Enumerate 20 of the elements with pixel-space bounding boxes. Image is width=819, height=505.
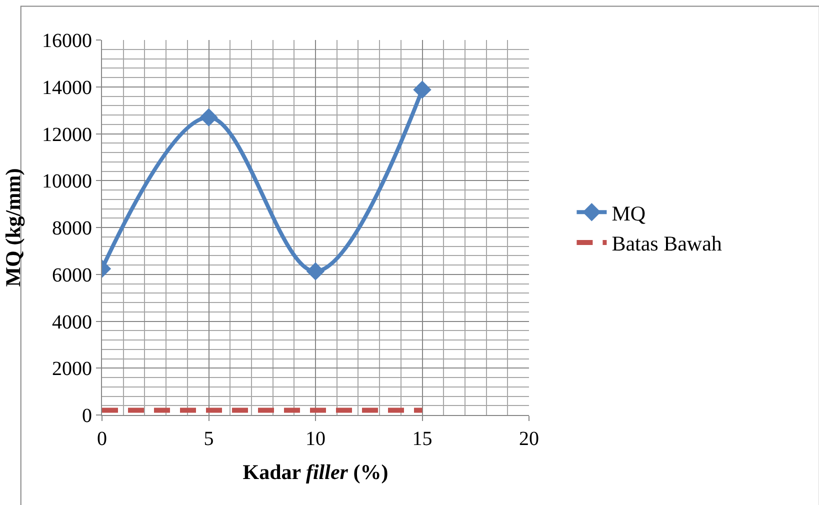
y-tick-label: 12000: [42, 124, 92, 146]
x-tick-label: 15: [412, 428, 432, 450]
y-tick-label: 16000: [42, 30, 92, 52]
x-tick-label: 5: [204, 428, 214, 450]
legend-label: Batas Bawah: [612, 232, 722, 256]
y-tick-label: 6000: [52, 264, 92, 286]
y-tick-label: 0: [82, 405, 92, 427]
y-tick-label: 4000: [52, 311, 92, 334]
legend-label: MQ: [612, 201, 646, 226]
x-tick-label: 0: [97, 428, 107, 450]
x-axis-title: Kadar filler (%): [242, 460, 388, 484]
y-tick-label: 8000: [52, 218, 92, 240]
x-tick-label: 20: [519, 428, 539, 450]
y-tick-label: 10000: [42, 170, 92, 193]
y-tick-label: 14000: [42, 76, 92, 99]
y-axis-title: MQ (kg/mm): [1, 168, 26, 287]
point: [306, 262, 325, 280]
y-tick-label: 2000: [52, 358, 92, 380]
x-tick-label: 10: [306, 428, 326, 450]
point: [413, 80, 432, 99]
